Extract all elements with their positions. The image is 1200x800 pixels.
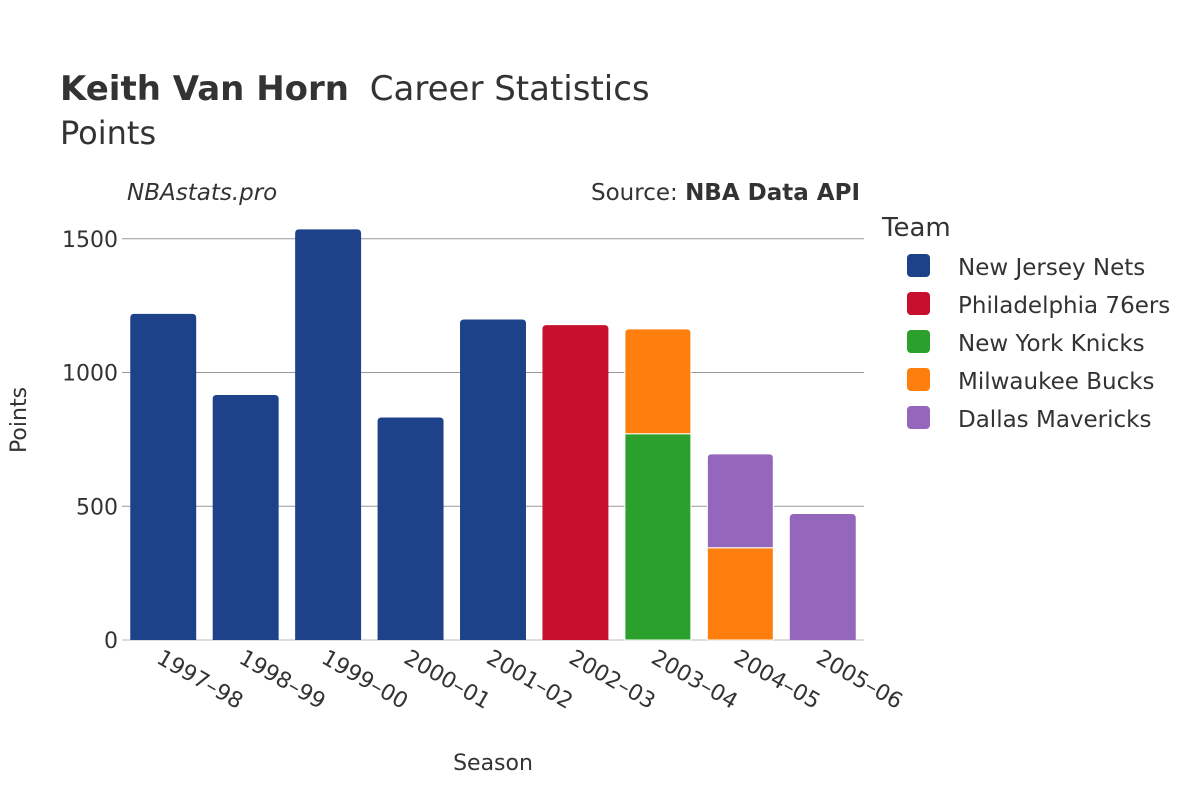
- x-tick-label: 2001–02: [482, 646, 577, 715]
- bar-segment-milwaukee-bucks: [706, 547, 774, 641]
- legend-label: New York Knicks: [958, 331, 1145, 357]
- x-tick-label: 1999–00: [317, 646, 412, 715]
- legend-title: Team: [881, 213, 951, 243]
- chart-title: Keith Van Horn Career Statistics: [60, 69, 650, 109]
- bars: [130, 229, 856, 641]
- y-tick-label: 1500: [62, 228, 118, 253]
- y-tick-label: 500: [76, 495, 118, 520]
- bar-segment-philadelphia-76ers: [542, 325, 609, 640]
- bar-segment-new-york-knicks: [624, 433, 692, 641]
- legend-label: Milwaukee Bucks: [958, 369, 1155, 395]
- bar-segment-milwaukee-bucks: [624, 328, 692, 435]
- x-tick-labels: 1997–981998–991999–002000–012001–022002–…: [152, 646, 906, 715]
- legend-swatch: [907, 368, 930, 391]
- x-tick-label: 2003–04: [647, 646, 742, 715]
- y-tick-label: 0: [104, 629, 118, 654]
- legend-label: Dallas Mavericks: [958, 407, 1151, 433]
- bar-segment-new-jersey-nets: [295, 229, 362, 640]
- bar-segment-new-jersey-nets: [212, 394, 279, 640]
- bar-segment-new-jersey-nets: [460, 319, 526, 640]
- player-name: Keith Van Horn: [60, 69, 349, 109]
- source-label: Source: NBA Data API: [591, 180, 860, 206]
- x-axis-title: Season: [453, 751, 533, 776]
- bar-segment-dallas-mavericks: [789, 514, 856, 640]
- legend-swatch: [907, 406, 930, 429]
- x-tick-label: 2005–06: [812, 646, 907, 715]
- bar-segment-new-jersey-nets: [130, 313, 197, 640]
- source-name: NBA Data API: [685, 180, 860, 206]
- bar-segment-new-jersey-nets: [377, 417, 444, 640]
- x-tick-label: 2000–01: [400, 646, 495, 715]
- legend-swatch: [907, 330, 930, 353]
- y-tick-label: 1000: [62, 362, 118, 387]
- bar-segment-dallas-mavericks: [706, 453, 774, 549]
- site-label: NBAstats.pro: [127, 180, 277, 206]
- legend-label: New Jersey Nets: [958, 255, 1145, 281]
- y-axis-title: Points: [7, 387, 32, 453]
- x-tick-label: 2004–05: [729, 646, 824, 715]
- legend-swatch: [907, 254, 930, 277]
- source-prefix: Source:: [591, 180, 685, 206]
- title-rest: Career Statistics: [370, 69, 650, 109]
- legend-label: Philadelphia 76ers: [958, 293, 1170, 319]
- legend: New Jersey Nets Philadelphia 76ers New Yor…: [907, 254, 1170, 433]
- x-tick-label: 2002–03: [564, 646, 659, 715]
- chart-subtitle: Points: [60, 114, 156, 152]
- x-tick-label: 1998–99: [235, 646, 330, 715]
- x-tick-label: 1997–98: [152, 646, 247, 715]
- y-tick-labels: 0 500 1000 1500: [62, 228, 118, 654]
- legend-swatch: [907, 292, 930, 315]
